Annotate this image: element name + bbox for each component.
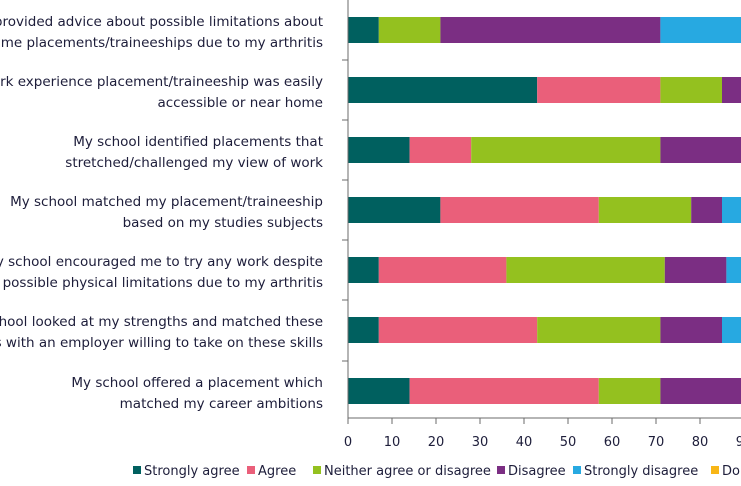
bar-segment-neither-agree-or-disagree: [378, 17, 441, 43]
category-label: My school offered a placement which: [71, 375, 323, 391]
legend-label: Don't know: [722, 464, 741, 479]
legend-swatch: [133, 466, 141, 474]
x-tick-label: 30: [472, 435, 489, 450]
x-tick-label: 50: [560, 435, 577, 450]
category-labels: My school provided advice about possible…: [0, 14, 323, 412]
category-label: some placements/traineeships due to my a…: [0, 35, 323, 51]
bar-segment-disagree: [664, 257, 727, 283]
bar-segment-agree: [409, 137, 472, 163]
x-tick-label: 80: [692, 435, 709, 450]
legend-label: Agree: [258, 464, 296, 479]
bar-segment-strongly-agree: [348, 378, 410, 404]
bar-segment-agree: [440, 197, 599, 223]
legend-label: Disagree: [508, 464, 566, 479]
bar-segment-disagree: [660, 317, 722, 343]
bar-segment-strongly-agree: [348, 197, 441, 223]
category-label: My school encouraged me to try any work …: [0, 254, 323, 270]
bar-segment-strongly-agree: [348, 257, 379, 283]
x-tick-label: 20: [428, 435, 445, 450]
axes: 0102030405060708090100: [342, 0, 741, 450]
category-label: My school identified placements that: [73, 134, 323, 150]
x-tick-label: 10: [384, 435, 401, 450]
bar-segment-strongly-disagree: [722, 197, 741, 223]
bar-segment-neither-agree-or-disagree: [598, 378, 661, 404]
legend-label: Strongly agree: [144, 464, 240, 479]
category-label: My school provided advice about possible…: [0, 14, 323, 30]
bar-segment-neither-agree-or-disagree: [660, 77, 722, 103]
bar-segment-disagree: [691, 197, 722, 223]
category-label: My work experience placement/traineeship…: [0, 74, 323, 90]
x-tick-label: 60: [604, 435, 621, 450]
bar-segment-disagree: [440, 17, 661, 43]
bar-segment-strongly-agree: [348, 317, 379, 343]
x-tick-label: 0: [344, 435, 352, 450]
bar-segment-agree: [409, 378, 599, 404]
bar-segment-disagree: [660, 378, 741, 404]
bar-segment-strongly-disagree: [726, 257, 741, 283]
category-label: matched my career ambitions: [120, 396, 323, 412]
bar-segment-neither-agree-or-disagree: [506, 257, 665, 283]
category-label: accessible or near home: [157, 95, 323, 111]
bar-segment-strongly-disagree: [660, 17, 741, 43]
bar-segment-neither-agree-or-disagree: [598, 197, 692, 223]
category-label: possible physical limitations due to my …: [3, 275, 323, 291]
x-tick-label: 90: [736, 435, 741, 450]
bars: [348, 17, 741, 404]
x-tick-label: 40: [516, 435, 533, 450]
bar-segment-agree: [378, 317, 538, 343]
category-label: skills with an employer willing to take …: [0, 335, 323, 351]
legend: Strongly agree Agree Neither agree or disa…: [133, 464, 741, 479]
legend-swatch: [247, 466, 255, 474]
category-label: My school looked at my strengths and mat…: [0, 314, 323, 330]
legend-swatch: [313, 466, 321, 474]
x-tick-label: 70: [648, 435, 665, 450]
legend-label: Neither agree or disagree: [324, 464, 491, 479]
bar-segment-strongly-agree: [348, 77, 538, 103]
category-label: based on my studies subjects: [123, 215, 323, 231]
legend-swatch: [711, 466, 719, 474]
bar-segment-neither-agree-or-disagree: [471, 137, 661, 163]
bar-segment-agree: [537, 77, 661, 103]
bar-segment-disagree: [660, 137, 741, 163]
legend-label: Strongly disagree: [584, 464, 698, 479]
category-label: My school matched my placement/traineesh…: [10, 194, 323, 210]
legend-swatch: [497, 466, 505, 474]
bar-segment-disagree: [722, 77, 741, 103]
category-label: stretched/challenged my view of work: [65, 155, 323, 171]
bar-segment-neither-agree-or-disagree: [537, 317, 661, 343]
bar-segment-strongly-agree: [348, 137, 410, 163]
bar-segment-strongly-agree: [348, 17, 379, 43]
bar-segment-agree: [378, 257, 507, 283]
bar-segment-strongly-disagree: [722, 317, 741, 343]
legend-swatch: [573, 466, 581, 474]
